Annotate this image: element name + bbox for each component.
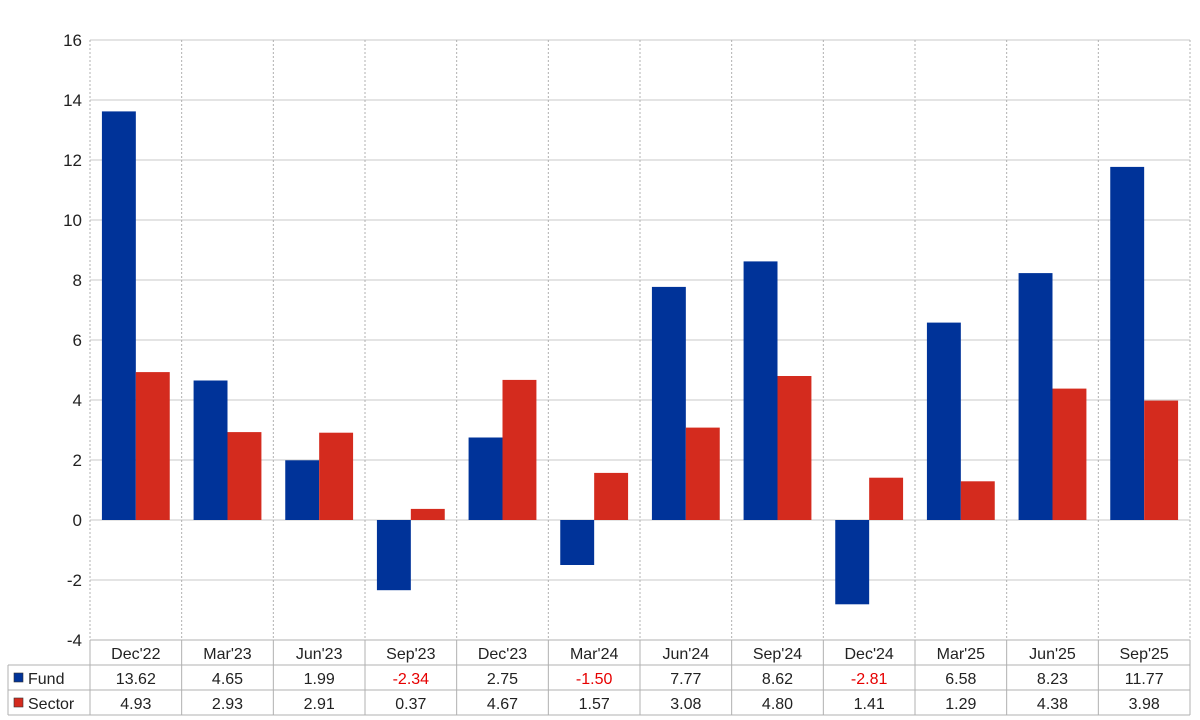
- table-cell-fund: 1.99: [304, 671, 335, 688]
- table-cell-fund: -1.50: [576, 671, 613, 688]
- category-label: Mar'25: [937, 646, 986, 663]
- table-cell-sector: 4.80: [762, 696, 793, 713]
- bar-sector: [319, 432, 354, 520]
- bar-sector: [135, 372, 170, 520]
- bar-fund: [835, 520, 870, 605]
- bar-sector: [1052, 388, 1087, 520]
- y-tick-label: 8: [73, 271, 82, 290]
- y-tick-label: 6: [73, 331, 82, 350]
- y-tick-label: 2: [73, 451, 82, 470]
- bar-fund: [468, 437, 503, 520]
- category-label: Jun'24: [663, 646, 710, 663]
- table-cell-fund: -2.34: [393, 671, 430, 688]
- table-cell-sector: 2.93: [212, 696, 243, 713]
- bar-sector: [227, 432, 262, 520]
- table-cell-fund: 8.23: [1037, 671, 1068, 688]
- data-table: Dec'22 Mar'23 Jun'23 Sep'23 Dec'23 Mar'24 Jun'…: [7, 639, 1191, 716]
- table-cell-sector: 4.38: [1037, 696, 1068, 713]
- legend-swatch-fund: [13, 672, 24, 683]
- bar-fund: [101, 111, 136, 521]
- bar-fund: [193, 380, 228, 520]
- y-tick-label: 16: [63, 31, 82, 50]
- category-label: Sep'24: [753, 646, 802, 663]
- table-cell-sector: 3.08: [670, 696, 701, 713]
- legend-swatch-sector: [13, 697, 24, 708]
- category-label: Mar'23: [203, 646, 252, 663]
- bars: [101, 111, 1179, 605]
- bar-fund: [560, 520, 595, 565]
- category-label: Dec'23: [478, 646, 527, 663]
- bar-fund: [743, 261, 778, 520]
- bar-fund: [651, 286, 686, 520]
- table-cell-sector: 0.37: [395, 696, 426, 713]
- table-cell-sector: 1.41: [854, 696, 885, 713]
- table-cell-fund: 6.58: [945, 671, 976, 688]
- table-cell-fund: 13.62: [116, 671, 156, 688]
- category-label: Dec'24: [845, 646, 894, 663]
- table-cell-fund: 8.62: [762, 671, 793, 688]
- table-cell-sector: 4.67: [487, 696, 518, 713]
- bar-sector: [777, 376, 812, 520]
- bar-fund: [926, 322, 961, 520]
- y-tick-label: 10: [63, 211, 82, 230]
- y-axis: 16 14 12 10 8 6 4 2 0 -2 -4: [63, 31, 82, 650]
- bar-sector: [594, 472, 629, 520]
- table-cell-fund: -2.81: [851, 671, 888, 688]
- bar-fund: [376, 520, 411, 591]
- category-label: Jun'23: [296, 646, 343, 663]
- y-tick-label: 0: [73, 511, 82, 530]
- table-cell-fund: 4.65: [212, 671, 243, 688]
- category-label: Sep'25: [1120, 646, 1169, 663]
- bar-sector: [1144, 400, 1179, 520]
- table-cell-sector: 2.91: [304, 696, 335, 713]
- bar-sector: [502, 379, 537, 520]
- bar-sector: [960, 481, 995, 520]
- y-tick-label: 14: [63, 91, 82, 110]
- table-cell-fund: 11.77: [1125, 671, 1164, 688]
- bar-fund: [285, 460, 320, 520]
- y-tick-label: 4: [73, 391, 82, 410]
- category-label: Sep'23: [386, 646, 435, 663]
- y-tick-label: -4: [67, 631, 82, 650]
- bar-sector: [869, 477, 904, 520]
- table-cell-sector: 1.29: [945, 696, 976, 713]
- bar-fund: [1110, 166, 1145, 520]
- table-cell-fund: 7.77: [670, 671, 701, 688]
- table-cell-fund: 2.75: [487, 671, 518, 688]
- bar-fund: [1018, 273, 1053, 520]
- category-label: Dec'22: [111, 646, 160, 663]
- table-cell-sector: 1.57: [579, 696, 610, 713]
- table-cell-sector: 4.93: [120, 696, 151, 713]
- y-tick-label: -2: [67, 571, 82, 590]
- table-cell-sector: 3.98: [1129, 696, 1160, 713]
- legend-label-sector: Sector: [28, 696, 75, 713]
- y-tick-label: 12: [63, 151, 82, 170]
- legend-label-fund: Fund: [28, 671, 64, 688]
- bar-sector: [685, 427, 720, 520]
- category-label: Mar'24: [570, 646, 619, 663]
- bar-sector: [410, 508, 445, 520]
- category-label: Jun'25: [1029, 646, 1076, 663]
